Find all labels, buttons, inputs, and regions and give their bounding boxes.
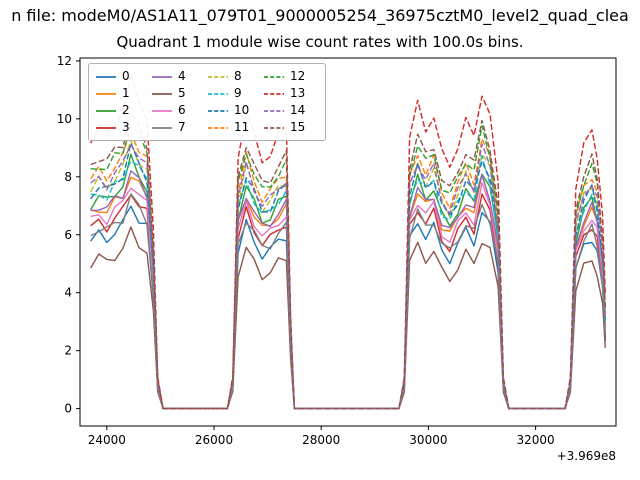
series-line-14 bbox=[90, 143, 606, 410]
legend-label: 1 bbox=[122, 86, 130, 100]
series-line-0 bbox=[90, 205, 606, 410]
legend-line-swatch bbox=[208, 126, 228, 129]
series-line-3 bbox=[90, 193, 606, 410]
series-line-4 bbox=[90, 170, 606, 410]
legend-label: 8 bbox=[234, 69, 242, 83]
legend-label: 14 bbox=[290, 103, 306, 117]
y-tick-label: 12 bbox=[57, 54, 72, 68]
legend-item-5: 5 bbox=[151, 85, 207, 102]
x-tick-label: 28000 bbox=[302, 433, 340, 447]
series-line-9 bbox=[90, 155, 606, 410]
chart-title: Quadrant 1 module wise count rates with … bbox=[116, 33, 524, 51]
legend-line-swatch bbox=[264, 109, 284, 112]
legend-item-2: 2 bbox=[95, 102, 151, 119]
y-tick-label: 2 bbox=[64, 344, 72, 358]
legend-label: 7 bbox=[178, 120, 186, 134]
legend-item-13: 13 bbox=[263, 85, 319, 102]
legend-label: 6 bbox=[178, 103, 186, 117]
legend-item-14: 14 bbox=[263, 102, 319, 119]
y-tick-label: 4 bbox=[64, 286, 72, 300]
legend-label: 11 bbox=[234, 120, 250, 134]
legend-item-4: 4 bbox=[151, 68, 207, 85]
y-tick-label: 6 bbox=[64, 228, 72, 242]
legend-line-swatch bbox=[152, 126, 172, 129]
legend-label: 13 bbox=[290, 86, 306, 100]
legend-label: 10 bbox=[234, 103, 250, 117]
series-line-8 bbox=[90, 139, 606, 410]
series-line-12 bbox=[90, 125, 606, 410]
series-line-11 bbox=[90, 131, 606, 410]
legend-line-swatch bbox=[264, 92, 284, 95]
legend-line-swatch bbox=[96, 75, 116, 78]
legend-line-swatch bbox=[152, 75, 172, 78]
legend-item-15: 15 bbox=[263, 119, 319, 136]
legend-line-swatch bbox=[208, 109, 228, 112]
legend-item-9: 9 bbox=[207, 85, 263, 102]
legend-item-6: 6 bbox=[151, 102, 207, 119]
legend-line-swatch bbox=[96, 92, 116, 95]
legend-line-swatch bbox=[208, 75, 228, 78]
legend-line-swatch bbox=[264, 126, 284, 129]
legend: 0 1 2 3 4 5 6 7 8 9 10 11 12 13 14 15 bbox=[88, 63, 326, 141]
legend-line-swatch bbox=[208, 92, 228, 95]
legend-item-7: 7 bbox=[151, 119, 207, 136]
legend-line-swatch bbox=[264, 75, 284, 78]
x-axis-offset-text: +3.969e8 bbox=[557, 449, 616, 463]
series-line-5 bbox=[90, 226, 606, 410]
x-tick-label: 30000 bbox=[409, 433, 447, 447]
legend-item-1: 1 bbox=[95, 85, 151, 102]
legend-item-10: 10 bbox=[207, 102, 263, 119]
x-tick-label: 24000 bbox=[88, 433, 126, 447]
legend-item-0: 0 bbox=[95, 68, 151, 85]
axes-spines bbox=[79, 57, 617, 427]
figure-suptitle: n file: modeM0/AS1A11_079T01_9000005254_… bbox=[11, 6, 629, 25]
series-line-13 bbox=[90, 73, 606, 410]
y-tick-label: 10 bbox=[57, 112, 72, 126]
legend-item-8: 8 bbox=[207, 68, 263, 85]
legend-label: 0 bbox=[122, 69, 130, 83]
legend-line-swatch bbox=[152, 109, 172, 112]
legend-label: 2 bbox=[122, 103, 130, 117]
series-line-6 bbox=[90, 181, 606, 410]
y-tick-label: 0 bbox=[64, 402, 72, 416]
legend-label: 4 bbox=[178, 69, 186, 83]
series-line-7 bbox=[90, 193, 606, 410]
legend-line-swatch bbox=[96, 126, 116, 129]
legend-label: 5 bbox=[178, 86, 186, 100]
y-tick-label: 8 bbox=[64, 170, 72, 184]
legend-item-3: 3 bbox=[95, 119, 151, 136]
legend-item-11: 11 bbox=[207, 119, 263, 136]
series-line-2 bbox=[90, 153, 606, 410]
x-tick-label: 26000 bbox=[195, 433, 233, 447]
legend-label: 12 bbox=[290, 69, 306, 83]
legend-item-12: 12 bbox=[263, 68, 319, 85]
legend-label: 3 bbox=[122, 120, 130, 134]
series-line-10 bbox=[90, 142, 606, 410]
legend-line-swatch bbox=[96, 109, 116, 112]
legend-label: 15 bbox=[290, 120, 306, 134]
x-tick-label: 32000 bbox=[517, 433, 555, 447]
series-line-1 bbox=[90, 173, 606, 410]
legend-line-swatch bbox=[152, 92, 172, 95]
legend-label: 9 bbox=[234, 86, 242, 100]
series-line-15 bbox=[90, 112, 606, 410]
